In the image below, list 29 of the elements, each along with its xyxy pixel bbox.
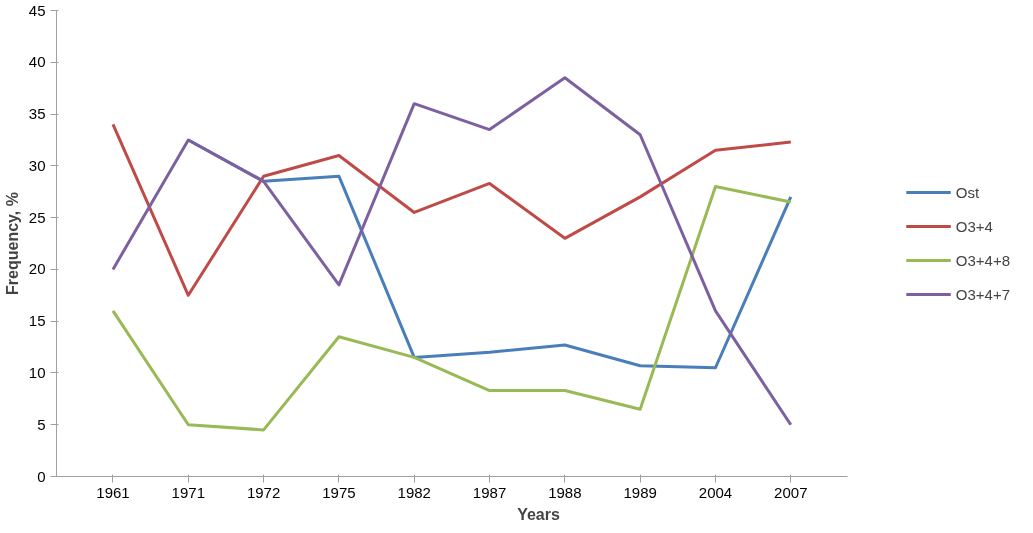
y-tick-label: 15 [28,312,46,330]
x-tick-label: 1987 [472,483,507,501]
x-tick-label: 1982 [397,483,431,501]
y-tick-label: 25 [28,208,46,226]
x-tick-label: 2004 [698,483,733,501]
x-tick-label: 2007 [774,483,808,501]
x-tick-label: 1975 [322,483,356,501]
y-tick-label: 40 [28,53,46,71]
x-tick-label: 1989 [623,483,657,501]
y-tick-label: 10 [28,363,46,381]
x-tick-label: 1972 [246,483,281,501]
x-tick-label: 1971 [171,483,205,501]
legend-label: O3+4+8 [955,251,1010,269]
line-series [111,185,793,432]
legend-label: O3+4+7 [955,285,1010,303]
x-tick-label: 1988 [548,483,582,501]
line-series [111,122,793,297]
y-tick-label: 35 [28,105,46,123]
y-tick-label: 30 [28,156,46,174]
legend-label: Ost [955,183,980,201]
y-tick-label: 45 [28,1,46,19]
x-tick-label: 1961 [96,483,130,501]
y-tick-label: 0 [37,467,46,485]
legend-label: O3+4 [955,217,993,235]
x-axis-title: Years [517,505,560,523]
y-tick-label: 5 [37,415,46,433]
y-tick-label: 20 [28,260,46,278]
y-axis-title: Frequency, % [3,192,21,295]
line-series [111,76,793,427]
